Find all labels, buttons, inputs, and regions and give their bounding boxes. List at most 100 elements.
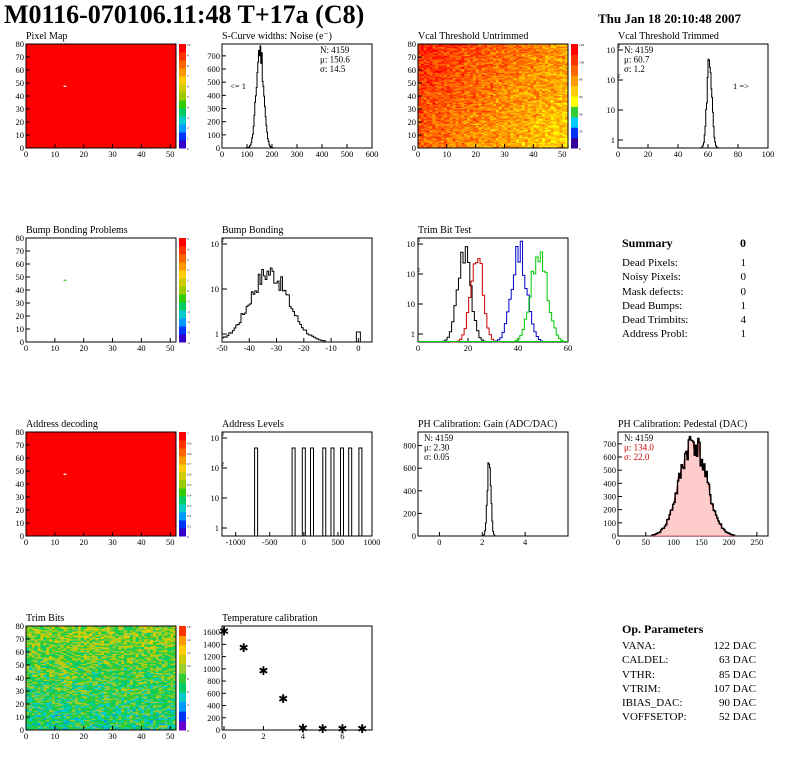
heatmap-cell <box>435 116 439 119</box>
heatmap-cell <box>501 66 505 68</box>
heatmap-cell <box>518 72 523 75</box>
heatmap-cell <box>498 47 502 50</box>
dead-pixel <box>63 473 67 475</box>
heatmap-cell <box>478 127 482 129</box>
heatmap-cell <box>556 79 560 81</box>
heatmap-cell <box>484 80 488 82</box>
heatmap-cell <box>429 79 433 81</box>
heatmap-cell <box>75 720 79 723</box>
heatmap-cell <box>504 62 508 64</box>
heatmap-cell <box>498 120 502 123</box>
heatmap-cell <box>478 47 482 50</box>
heatmap-cell <box>446 125 451 128</box>
heatmap-cell <box>547 111 551 114</box>
heatmap-cell <box>43 727 47 729</box>
heatmap-cell <box>501 90 505 93</box>
heatmap-cell <box>533 72 537 75</box>
heatmap-cell <box>467 107 471 110</box>
heatmap-cell <box>155 727 159 729</box>
heatmap-cell <box>539 53 543 55</box>
chart-title: Vcal Threshold Trimmed <box>618 31 719 42</box>
heatmap-cell <box>521 86 526 89</box>
heatmap-cell <box>449 120 453 123</box>
bump-mark <box>63 279 67 282</box>
heatmap-cell <box>490 72 494 75</box>
heatmap-cell <box>443 76 448 79</box>
heatmap-cell <box>152 727 157 729</box>
heatmap-cell <box>524 58 528 60</box>
heatmap-cell <box>446 110 451 112</box>
heatmap-cell <box>478 53 482 55</box>
ph-calibration-pedestal-chart: PH Calibration: Pedestal (DAC) 0 50 100 150 2… <box>592 418 782 558</box>
heatmap-cell <box>524 128 528 131</box>
heatmap-cell <box>420 146 425 149</box>
heatmap-cell <box>507 123 511 125</box>
heatmap-cell <box>510 63 514 66</box>
heatmap-cell <box>475 96 479 98</box>
heatmap-cell <box>542 96 546 98</box>
heatmap-cell <box>544 93 549 95</box>
heatmap-cell <box>446 101 451 103</box>
address-peak <box>330 447 335 536</box>
heatmap-cell <box>429 94 433 97</box>
heatmap-cell <box>475 116 479 119</box>
heatmap-cell <box>461 85 465 88</box>
heatmap-cell <box>475 102 479 105</box>
heatmap-cell <box>562 129 566 132</box>
heatmap-cell <box>46 719 50 722</box>
heatmap-cell <box>432 144 436 146</box>
heatmap-cell <box>435 101 439 103</box>
heatmap-cell <box>481 124 485 127</box>
heatmap-cell <box>553 125 557 128</box>
heatmap-cell <box>429 84 433 86</box>
heatmap-cell <box>521 110 526 112</box>
heatmap-cell <box>556 98 560 101</box>
heatmap-cell <box>461 127 465 129</box>
heatmap-cell <box>432 109 436 111</box>
heatmap-cell <box>86 720 90 723</box>
heatmap-cell <box>550 73 554 76</box>
heatmap-cell <box>533 135 537 137</box>
heatmap-cell <box>467 106 471 108</box>
heatmap-cell <box>547 110 551 112</box>
heatmap-cell <box>516 114 520 116</box>
heatmap-cell <box>487 88 491 90</box>
heatmap-cell <box>536 118 540 120</box>
heatmap-cell <box>426 53 430 55</box>
heatmap-cell <box>443 145 448 147</box>
heatmap-cell <box>562 145 566 147</box>
heatmap-cell <box>527 63 531 66</box>
heatmap-cell <box>562 73 566 76</box>
heatmap-cell <box>521 132 526 134</box>
heatmap-cell <box>559 136 563 138</box>
heatmap-cell <box>493 55 497 58</box>
heatmap-cell <box>115 727 119 729</box>
heatmap-cell <box>544 119 549 121</box>
heatmap-cell <box>481 70 485 72</box>
heatmap-cell <box>438 67 442 69</box>
heatmap-cell <box>518 84 523 86</box>
heatmap-cell <box>516 97 520 99</box>
trim-bit-series <box>493 240 544 343</box>
heatmap-cell <box>524 62 528 64</box>
heatmap-cell <box>443 110 448 112</box>
heatmap-cell <box>452 127 456 129</box>
heatmap-cell <box>435 90 439 93</box>
heatmap-cell <box>536 93 540 95</box>
heatmap-cell <box>484 94 488 97</box>
heatmap-cell <box>455 86 459 89</box>
heatmap-cell <box>544 102 549 105</box>
heatmap-cell <box>446 76 451 79</box>
heatmap-cell <box>464 145 468 147</box>
heatmap-cell <box>443 55 448 58</box>
heatmap-cell <box>446 59 451 62</box>
heatmap-cell <box>487 131 491 133</box>
heatmap-cell <box>518 111 523 114</box>
heatmap-cell <box>533 89 537 92</box>
heatmap-cell <box>556 144 560 146</box>
heatmap-cell <box>458 93 462 95</box>
heatmap-cell <box>458 133 462 136</box>
heatmap-cell <box>31 724 35 727</box>
heatmap-cell <box>504 98 508 101</box>
